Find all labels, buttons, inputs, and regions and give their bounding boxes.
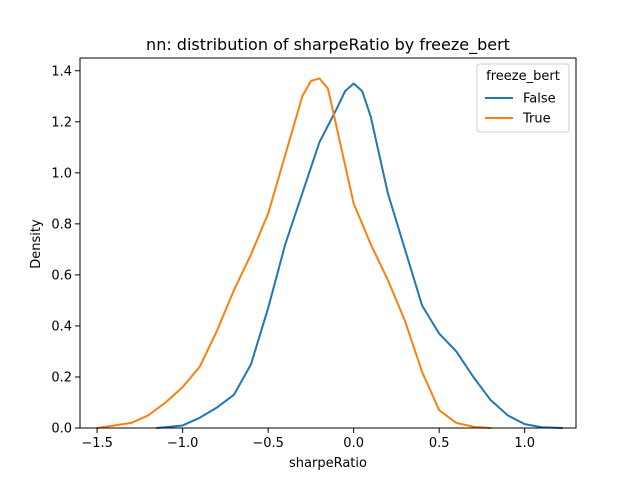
legend-label-false: False [523, 92, 556, 107]
y-tick-label: 0.4 [51, 319, 72, 334]
plot-frame [79, 57, 577, 429]
plot-area: −1.5 −1.0 −0.5 0.0 0.5 1.0 0.0 0.2 0.4 0.6 0.8 1.0 1… [51, 57, 577, 451]
legend: freeze_bert False True [476, 63, 570, 133]
y-axis-label: Density [29, 219, 44, 269]
x-tick-label: 1.0 [514, 436, 535, 451]
x-tick-label: −0.5 [252, 436, 284, 451]
y-tick-label: 1.0 [51, 166, 72, 181]
legend-box [476, 63, 570, 133]
x-tick-label: 0.5 [429, 436, 450, 451]
y-tick-label: 0.0 [51, 422, 72, 437]
chart-title: nn: distribution of sharpeRatio by freez… [146, 35, 510, 55]
x-axis-label: sharpeRatio [289, 456, 367, 471]
legend-label-true: True [522, 112, 551, 127]
y-tick-label: 0.8 [51, 217, 72, 232]
series-line-false [155, 82, 564, 429]
legend-title: freeze_bert [486, 69, 560, 84]
x-tick-label: −1.5 [81, 436, 113, 451]
y-tick-label: 0.6 [51, 268, 72, 283]
y-tick-label: 0.2 [51, 370, 72, 385]
y-tick-label: 1.2 [51, 115, 72, 130]
x-tick-label: 0.0 [343, 436, 364, 451]
x-tick-label: −1.0 [167, 436, 199, 451]
series-line-true [96, 77, 492, 429]
y-tick-label: 1.4 [51, 64, 72, 79]
